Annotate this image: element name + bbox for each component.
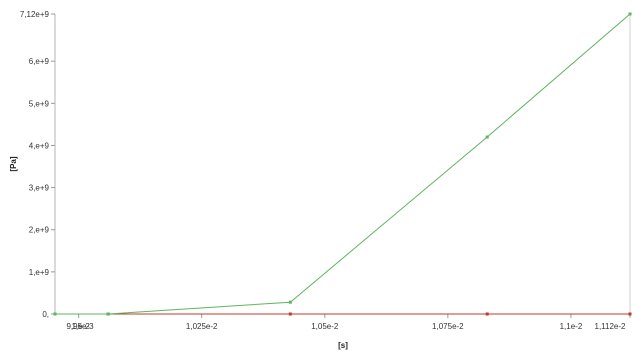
series-point [628, 12, 632, 16]
y-tick-label: 4,e+9 [29, 141, 50, 150]
series-point [288, 300, 292, 304]
y-tick-label: 6,e+9 [29, 57, 50, 66]
series-line [55, 13, 631, 315]
series-layer [53, 12, 632, 316]
series-point [106, 312, 110, 316]
y-tick-label: 0, [42, 310, 49, 319]
x-axis-label: [s] [338, 341, 348, 350]
x-tick-label: 9,95e-3 [66, 322, 94, 331]
x-tick-label: 1,025e-2 [186, 322, 218, 331]
y-tick-label: 1,e+9 [29, 268, 50, 277]
series-point [53, 312, 57, 316]
y-tick-label: 5,e+9 [29, 99, 50, 108]
x-tick-label: 1,075e-2 [432, 322, 464, 331]
x-tick-label: 1,1e-2 [560, 322, 583, 331]
x-tick-label: 1,e-2 [72, 322, 91, 331]
y-tick-label: 3,e+9 [29, 184, 50, 193]
x-tick-label: 1,112e-2 [595, 322, 627, 331]
y-axis-ticks: 0, 1,e+9 2,e+9 3,e+9 4,e+9 5,e+9 6,e+9 7,12e+9 [20, 10, 55, 319]
y-tick-label: 7,12e+9 [20, 10, 50, 19]
x-axis-ticks: 9,95e-31,e-2 1,025e-2 1,05e-2 1,075e-2 1,1e-… [66, 314, 631, 331]
series-point [628, 312, 632, 316]
axes [54, 14, 631, 315]
y-axis-label: [Pa] [9, 156, 18, 171]
series-point [485, 312, 489, 316]
series-point [288, 312, 292, 316]
series-point [485, 135, 489, 139]
x-tick-label: 1,05e-2 [311, 322, 339, 331]
y-tick-label: 2,e+9 [29, 226, 50, 235]
